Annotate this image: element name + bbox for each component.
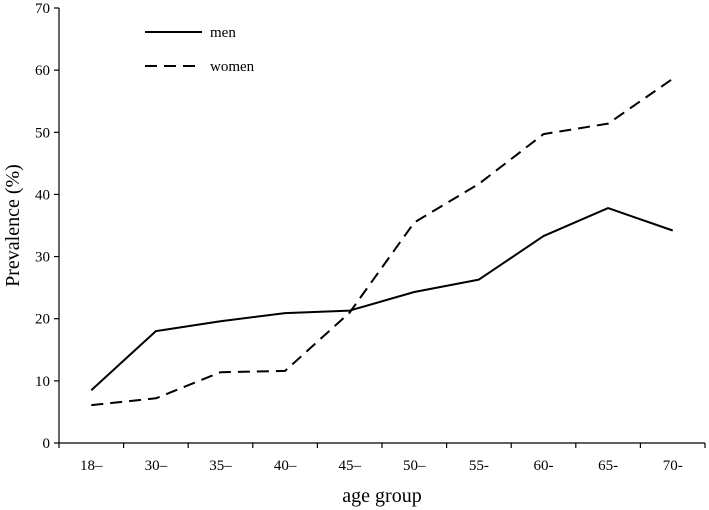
legend: men women [145,25,255,75]
x-axis-title: age group [342,485,421,507]
x-tick-label: 18– [80,458,103,474]
y-tick-label: 30 [35,250,50,266]
series-layer [90,77,674,407]
series-line-women [91,77,674,407]
legend-label-men: men [210,25,236,41]
x-tick-label: 30– [145,458,168,474]
legend-label-women: women [210,59,255,75]
x-tick-label: 35– [209,458,232,474]
x-tick-label: 50– [403,458,426,474]
y-tick-label: 40 [35,187,50,203]
y-tick-label: 60 [35,63,50,79]
y-tick-label: 50 [35,125,50,141]
x-tick-label: 70- [663,458,683,474]
x-tick-label: 60- [534,458,554,474]
y-tick-label: 0 [43,436,51,452]
y-axis-ticks: 0 10 20 30 40 50 60 70 [35,1,59,452]
y-tick-label: 20 [35,312,50,328]
y-tick-label: 10 [35,374,50,390]
x-axis-ticks: 18– 30– 35– 40– 45– 50– 55- 60- 65- 70- [58,443,706,474]
y-axis-title: Prevalence (%) [2,164,24,287]
series-line-men [90,207,674,391]
axes [58,8,705,444]
x-tick-label: 40– [274,458,297,474]
y-tick-label: 70 [35,1,50,17]
x-tick-label: 55- [469,458,489,474]
x-tick-label: 65- [598,458,618,474]
x-tick-label: 45– [338,458,361,474]
